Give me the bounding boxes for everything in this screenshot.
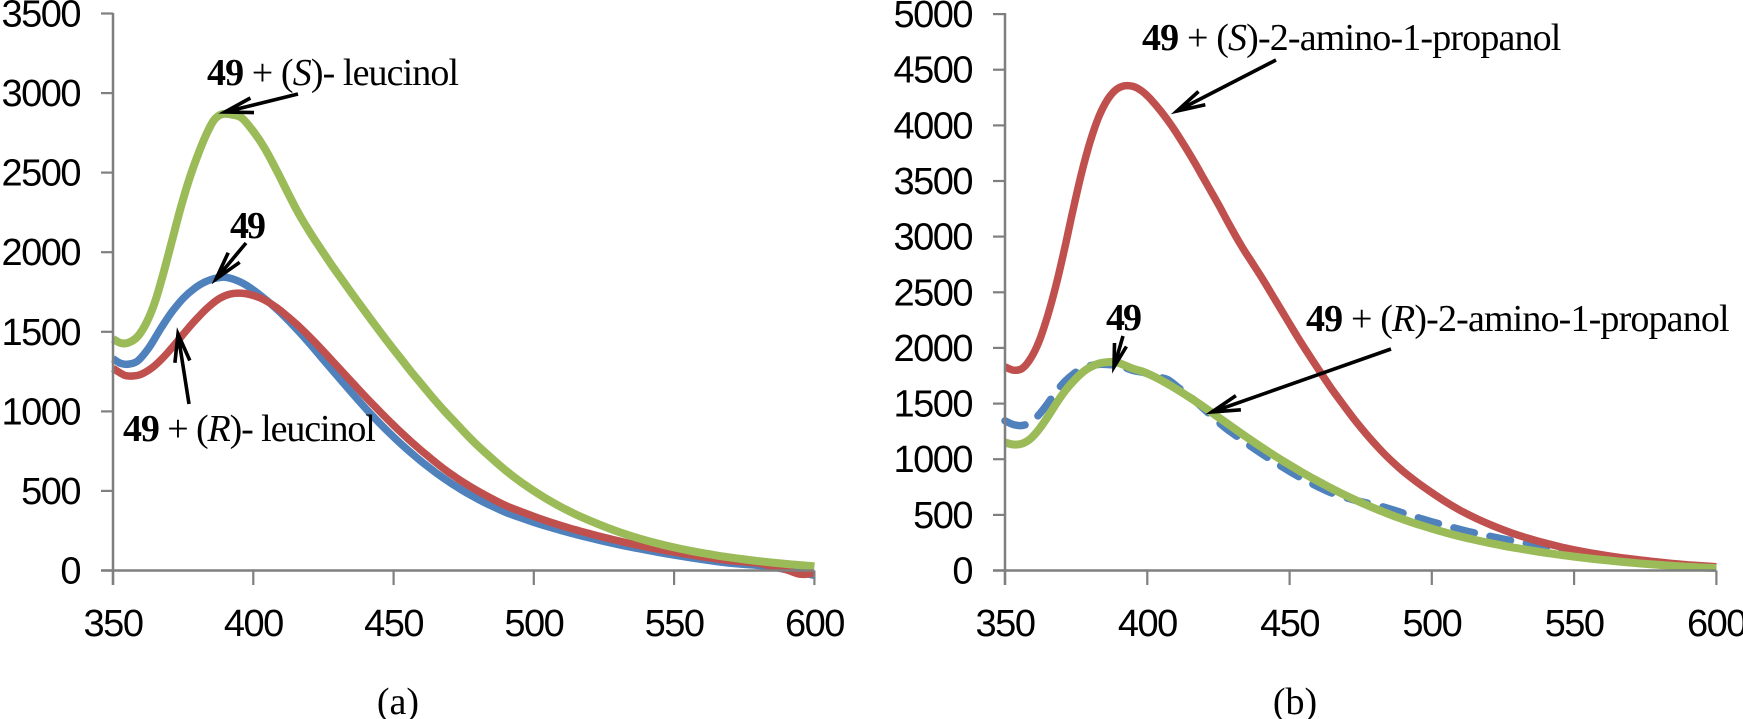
svg-text:1500: 1500 — [1, 312, 80, 354]
svg-text:2500: 2500 — [1, 153, 80, 195]
svg-text:550: 550 — [645, 603, 704, 645]
svg-text:(a): (a) — [377, 681, 419, 719]
svg-text:500: 500 — [913, 495, 972, 537]
svg-text:49 + (S)-2-amino-1-propanol: 49 + (S)-2-amino-1-propanol — [1142, 17, 1561, 59]
svg-text:3000: 3000 — [893, 217, 972, 259]
svg-text:49 + (R)-2-amino-1-propanol: 49 + (R)-2-amino-1-propanol — [1306, 298, 1729, 340]
svg-text:3000: 3000 — [1, 73, 80, 115]
svg-text:2500: 2500 — [893, 272, 972, 314]
svg-text:400: 400 — [224, 603, 283, 645]
svg-text:1500: 1500 — [893, 384, 972, 426]
svg-text:0: 0 — [952, 551, 972, 593]
svg-text:49: 49 — [230, 205, 265, 247]
svg-text:350: 350 — [84, 603, 143, 645]
svg-text:600: 600 — [1687, 603, 1743, 645]
svg-text:2000: 2000 — [893, 328, 972, 370]
svg-text:1000: 1000 — [1, 391, 80, 433]
svg-text:4000: 4000 — [893, 105, 972, 147]
svg-text:(b): (b) — [1273, 681, 1317, 719]
svg-text:5000: 5000 — [893, 0, 972, 36]
svg-text:550: 550 — [1545, 603, 1604, 645]
svg-text:49 + (R)- leucinol: 49 + (R)- leucinol — [123, 408, 375, 450]
svg-text:500: 500 — [504, 603, 563, 645]
svg-text:600: 600 — [785, 603, 844, 645]
svg-text:450: 450 — [1260, 603, 1319, 645]
svg-text:350: 350 — [976, 603, 1035, 645]
svg-text:0: 0 — [60, 551, 80, 593]
svg-text:450: 450 — [364, 603, 423, 645]
svg-text:3500: 3500 — [1, 0, 80, 36]
svg-text:49 + (S)- leucinol: 49 + (S)- leucinol — [207, 52, 458, 94]
svg-text:3500: 3500 — [893, 161, 972, 203]
svg-text:1000: 1000 — [893, 439, 972, 481]
svg-text:500: 500 — [1402, 603, 1461, 645]
svg-text:500: 500 — [21, 471, 80, 513]
svg-text:49: 49 — [1106, 297, 1141, 339]
svg-text:4500: 4500 — [893, 50, 972, 92]
svg-text:2000: 2000 — [1, 232, 80, 274]
svg-text:400: 400 — [1118, 603, 1177, 645]
